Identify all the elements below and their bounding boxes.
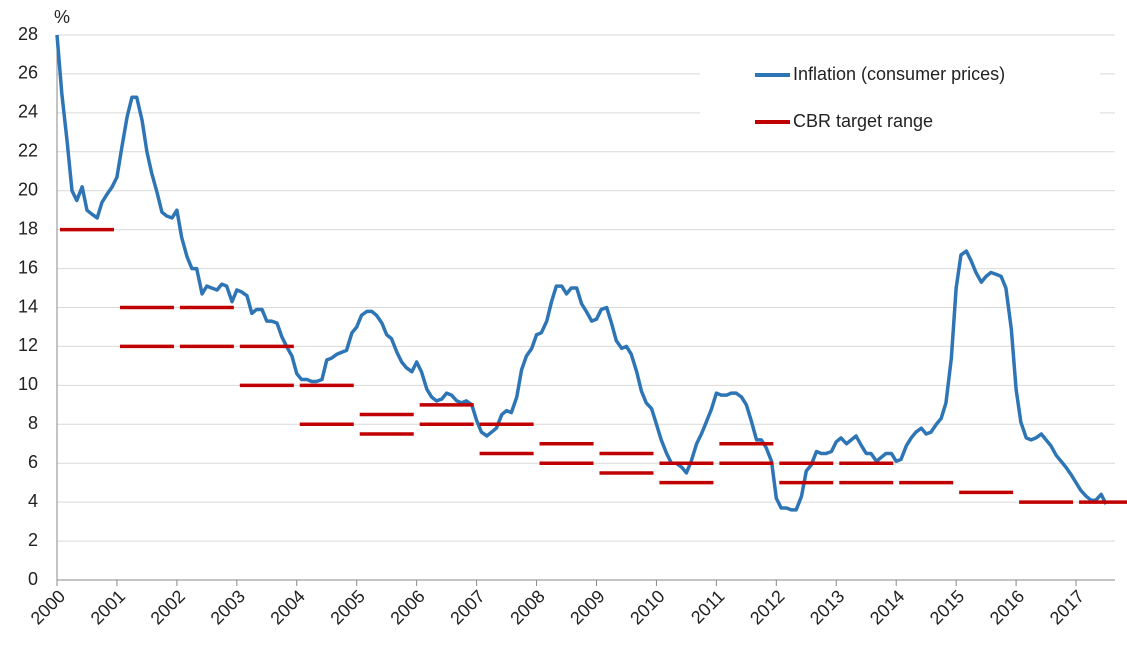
legend-label: Inflation (consumer prices) bbox=[793, 64, 1005, 84]
y-tick-label: 8 bbox=[28, 413, 38, 433]
y-tick-label: 2 bbox=[28, 530, 38, 550]
y-axis-unit: % bbox=[54, 7, 70, 27]
y-tick-label: 22 bbox=[18, 141, 38, 161]
y-tick-label: 26 bbox=[18, 63, 38, 83]
y-tick-label: 14 bbox=[18, 296, 38, 316]
legend-box bbox=[700, 50, 1100, 145]
y-tick-label: 0 bbox=[28, 569, 38, 589]
legend-label: CBR target range bbox=[793, 111, 933, 131]
y-tick-label: 16 bbox=[18, 257, 38, 277]
y-tick-label: 28 bbox=[18, 24, 38, 44]
y-tick-label: 10 bbox=[18, 374, 38, 394]
y-tick-label: 20 bbox=[18, 179, 38, 199]
y-tick-label: 6 bbox=[28, 452, 38, 472]
y-tick-label: 18 bbox=[18, 218, 38, 238]
inflation-line bbox=[55, 34, 1108, 512]
y-tick-label: 4 bbox=[28, 491, 38, 511]
y-tick-label: 12 bbox=[18, 335, 38, 355]
y-tick-label: 24 bbox=[18, 102, 38, 122]
